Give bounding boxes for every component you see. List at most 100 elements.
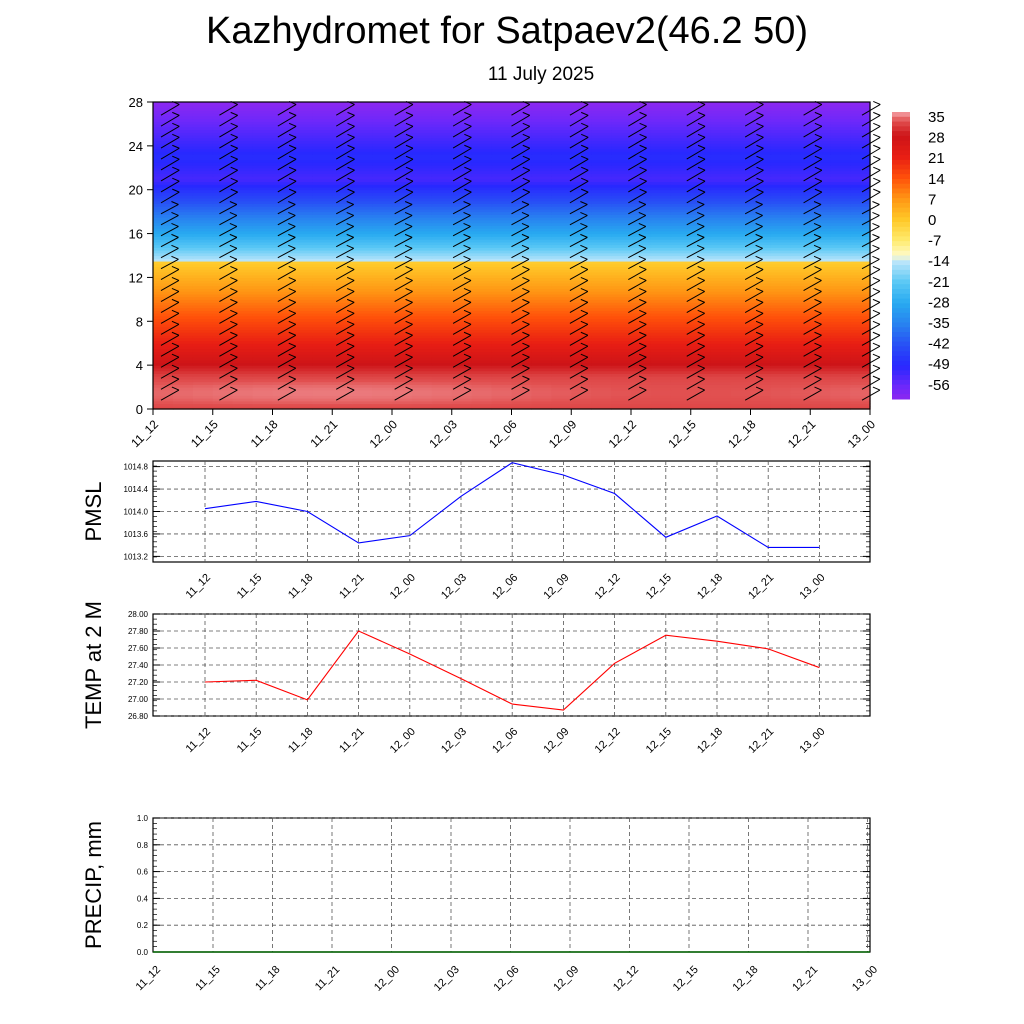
wind-barb [744,258,763,270]
y-tick-label: 26.80 [128,712,149,721]
heatmap-cell [411,115,433,120]
heatmap-cell [252,162,274,166]
heatmap-cell [531,200,552,205]
heatmap-cell [591,200,612,205]
heatmap-cell [153,214,174,218]
heatmap-cell [372,343,393,347]
heatmap-cell [451,389,473,394]
heatmap-cell [830,345,851,350]
colorbar-segment [892,370,910,376]
wind-barb [394,103,414,116]
heatmap-cell [392,206,413,210]
heatmap-cell [232,178,254,183]
heatmap-cell [730,167,752,172]
heatmap-cell [172,403,194,407]
heatmap-cell [730,354,752,358]
heatmap-cell [631,140,652,144]
heatmap-cell [232,395,254,399]
heatmap-cell [431,326,453,331]
wind-barb-flag [872,276,881,281]
heatmap-cell [471,156,493,161]
x-tick-label: 12_06 [490,572,520,602]
heatmap-cell [631,173,652,177]
wind-barb-flag [697,298,705,303]
heatmap-cell [471,293,493,298]
heatmap-cell [650,376,672,380]
heatmap-cell [232,389,254,394]
heatmap-cell [431,351,453,355]
heatmap-cell [352,143,373,147]
heatmap-cell [531,132,552,136]
heatmap-cell [670,134,692,139]
wind-barb-flag [697,309,705,314]
heatmap-cell [352,156,373,161]
heatmap-cell [810,274,831,279]
wind-barb-flag [814,298,822,303]
heatmap-cell [770,123,791,128]
heatmap-cell [172,282,194,287]
heatmap-cell [631,186,652,191]
heatmap-cell [232,332,254,336]
heatmap-cell [312,112,333,117]
wind-barb [744,204,763,215]
heatmap-cell [411,165,433,169]
heatmap-cell [312,356,333,361]
heatmap-cell [631,126,652,131]
wind-barb [277,136,297,149]
heatmap-cell [850,123,871,128]
colorbar-label: 35 [928,109,945,126]
heatmap-cell [232,197,254,202]
heatmap-cell [670,167,692,172]
heatmap-cell [770,143,791,147]
heatmap-cell [650,291,672,295]
heatmap-cell [192,102,214,106]
heatmap-cell [212,102,234,106]
heatmap-cell [172,326,194,331]
heatmap-cell [451,181,473,185]
heatmap-cell [591,134,612,139]
heatmap-cell [292,340,313,344]
heatmap-cell [212,398,234,402]
heatmap-cell [292,367,313,372]
heatmap-cell [770,230,791,235]
heatmap-cell [192,280,214,284]
heatmap-cell [591,365,612,369]
heatmap-cell [332,343,353,347]
heatmap-cell [411,359,433,364]
heatmap-cell [810,255,831,259]
heatmap-cell [770,293,791,298]
heatmap-cell [212,178,234,183]
heatmap-cell [850,332,871,336]
heatmap-cell [431,233,453,237]
heatmap-cell [471,403,493,407]
heatmap-cell [511,400,533,405]
heatmap-cell [670,285,692,289]
heatmap-cell [312,280,333,284]
wind-barb-flag [522,320,530,325]
wind-barb-flag [873,188,881,193]
heatmap-cell [431,356,453,361]
heatmap-cell [352,269,373,273]
heatmap-cell [511,115,533,120]
heatmap-cell [770,351,791,355]
heatmap-cell [172,324,194,328]
heatmap-cell [611,236,632,240]
heatmap-cell [511,403,533,407]
wind-barb [511,301,530,313]
heatmap-cell [790,370,811,374]
heatmap-cell [471,206,493,210]
heatmap-cell [551,260,572,265]
wind-barb-flag [230,144,238,149]
heatmap-cell [750,406,772,410]
colorbar-segment [892,312,910,319]
heatmap-cell [192,217,214,221]
heatmap-cell [730,329,752,333]
heatmap-cell [252,189,274,194]
heatmap-cell [491,184,513,188]
heatmap-cell [830,260,851,265]
wind-barb-flag [697,386,705,391]
heatmap-cell [850,296,871,300]
heatmap-cell [451,313,473,317]
heatmap-cell [332,156,353,161]
heatmap-cell [810,277,831,281]
